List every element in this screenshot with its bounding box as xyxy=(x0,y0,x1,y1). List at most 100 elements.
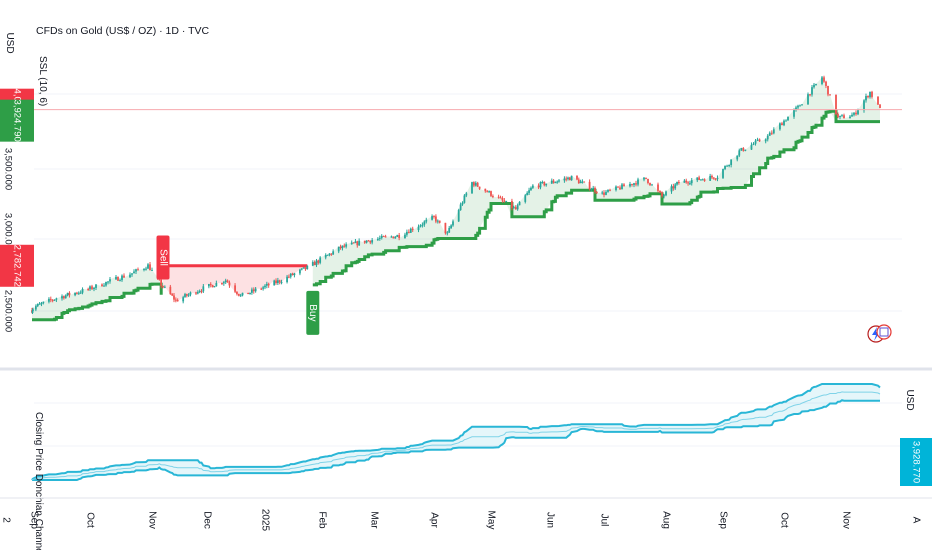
candle-body xyxy=(488,191,490,193)
candle-body xyxy=(249,292,251,295)
candle-body xyxy=(64,295,67,299)
candle-body xyxy=(328,253,331,255)
candle-body xyxy=(226,280,229,283)
candle-body xyxy=(446,232,449,234)
candle-body xyxy=(291,273,294,276)
candle-body xyxy=(174,299,177,301)
candle-body xyxy=(503,200,506,202)
time-tick-label: Nov xyxy=(146,511,157,529)
candle-body xyxy=(392,236,395,239)
candle-body xyxy=(200,291,203,293)
ssl-up-fill xyxy=(312,77,880,285)
candle-body xyxy=(398,235,401,238)
candle-body xyxy=(785,120,787,122)
signal-sell-label: Sell xyxy=(157,249,168,266)
signal-buy-label: Buy xyxy=(307,304,318,321)
candle-body xyxy=(476,182,479,187)
candle-body xyxy=(835,94,837,115)
candle-body xyxy=(341,245,344,249)
ssl-up-line xyxy=(312,109,880,287)
candle-body xyxy=(448,228,451,233)
candle-body xyxy=(758,139,761,142)
candle-body xyxy=(288,276,290,278)
price-badge xyxy=(0,244,34,287)
candle-body xyxy=(742,147,745,151)
candle-body xyxy=(689,183,691,185)
candle-body xyxy=(539,182,542,188)
candle-body xyxy=(463,195,466,203)
candle-body xyxy=(711,175,713,178)
candle-body xyxy=(345,244,348,247)
candle-body xyxy=(109,279,111,282)
candle-body xyxy=(869,91,871,98)
candle-body xyxy=(289,273,292,277)
candle-body xyxy=(514,207,517,210)
candle-body xyxy=(595,191,598,194)
price-badge xyxy=(0,99,34,142)
candle-body xyxy=(81,288,84,293)
candle-body xyxy=(730,159,733,165)
time-tick-label: Sep xyxy=(717,511,728,529)
candle-body xyxy=(260,288,263,290)
candle-body xyxy=(698,177,700,180)
candle-body xyxy=(356,241,359,246)
candle-body xyxy=(568,177,571,181)
candle-body xyxy=(685,180,688,183)
calendar-icon[interactable] xyxy=(876,324,892,340)
candle-body xyxy=(567,177,569,179)
candle-body xyxy=(550,180,553,184)
candle-body xyxy=(768,132,771,136)
signal-sell-badge[interactable] xyxy=(156,235,170,280)
candle-body xyxy=(87,288,90,290)
candle-body xyxy=(633,183,635,185)
candle-body xyxy=(62,296,65,299)
candle-body xyxy=(501,198,504,201)
candle-body xyxy=(592,187,595,190)
candle-body xyxy=(431,216,433,220)
candle-body xyxy=(411,228,414,231)
candle-body xyxy=(825,81,827,86)
candle-body xyxy=(841,115,843,117)
candle-body xyxy=(406,231,408,235)
candle-body xyxy=(588,181,591,190)
candle-body xyxy=(332,251,335,255)
candle-body xyxy=(516,205,519,210)
candle-body xyxy=(49,298,52,300)
candle-body xyxy=(319,257,322,263)
candle-body xyxy=(690,180,693,184)
candle-body xyxy=(247,292,250,295)
lightning-glyph xyxy=(872,327,880,341)
lower-currency-label: USD xyxy=(904,389,915,410)
time-tick-label: Jul xyxy=(598,514,609,527)
time-tick-label: Nov xyxy=(840,511,851,529)
candle-body xyxy=(570,175,573,181)
candle-body xyxy=(601,192,604,194)
signal-buy-badge[interactable] xyxy=(306,290,320,335)
candle-body xyxy=(609,189,611,191)
candle-body xyxy=(674,184,677,189)
candle-body xyxy=(554,182,557,184)
candle-body xyxy=(849,116,851,119)
candle-body xyxy=(770,132,773,134)
candle-body xyxy=(384,236,387,238)
candle-body xyxy=(77,292,80,294)
candle-body xyxy=(772,129,775,134)
candle-body xyxy=(579,181,582,184)
candle-body xyxy=(89,286,91,290)
candle-body xyxy=(350,242,353,245)
candle-body xyxy=(394,236,397,239)
candle-body xyxy=(714,178,717,180)
candle-body xyxy=(117,276,119,281)
candle-body xyxy=(809,94,811,96)
candles xyxy=(31,75,881,315)
candle-body xyxy=(213,286,216,288)
candle-body xyxy=(74,292,76,296)
signals: Sell Buy xyxy=(156,235,320,335)
candle-body xyxy=(103,285,105,287)
time-tick-label: Sep xyxy=(28,511,39,529)
time-tick-label: 2025 xyxy=(259,509,270,532)
candle-body xyxy=(528,190,530,193)
candle-body xyxy=(738,150,741,156)
candle-body xyxy=(363,240,366,243)
